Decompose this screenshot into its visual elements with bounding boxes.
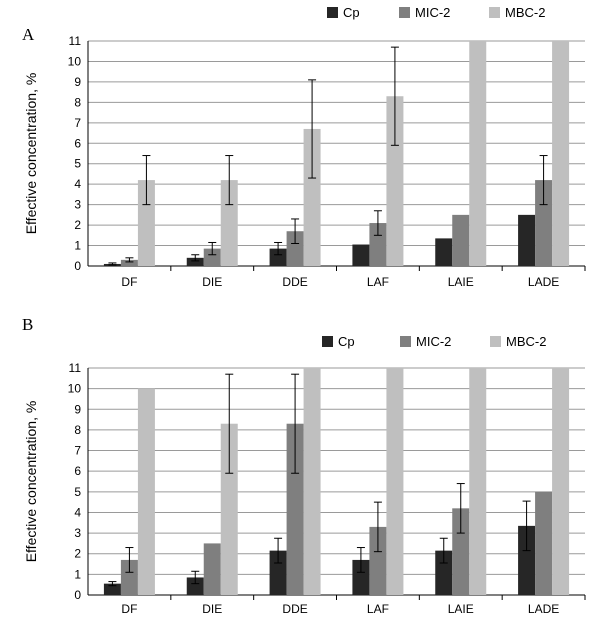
panel-b-bar-mic-2-dde [286,423,304,595]
panel-b-x-tick-label: LAIE [448,602,474,616]
panel-b-bar-mbc-2-laf [386,368,404,595]
panel-a-y-tick-label: 8 [74,95,81,109]
panel-a-x-tick-label: DF [121,275,137,289]
panel-a-legend-label-mbc-2: MBC-2 [505,5,545,20]
panel-b-legend-swatch-cp [322,336,333,347]
panel-a-letter: A [22,25,35,44]
panel-b-bar-mic-2-laf [369,526,387,595]
panel-b-bar-cp-lade [518,525,536,595]
panel-a-y-tick-label: 2 [74,218,81,232]
panel-a-bar-cp-die [186,257,204,266]
panel-a-y-tick-label: 1 [74,239,81,253]
panel-b-y-tick-label: 11 [69,361,82,375]
panel-a-bar-mic-2-df [120,259,138,266]
panel-a-y-tick-label: 7 [74,116,81,130]
panel-b-y-tick-label: 6 [74,464,81,478]
panel-b-y-tick-label: 7 [74,444,81,458]
panel-a-y-tick-label: 9 [74,75,81,89]
panel-b-legend-swatch-mbc-2 [490,336,501,347]
panel-b-bar-mic-2-laie [452,508,470,595]
panel-b-legend-swatch-mic-2 [400,336,411,347]
panel-b-bar-mbc-2-df [137,388,155,595]
panel-b-x-tick-label: DIE [202,602,222,616]
panel-b-bar-cp-df [103,583,121,595]
panel-a-x-tick-label: DIE [202,275,222,289]
panel-b-bar-mbc-2-dde [303,368,321,595]
panel-a-y-tick-label: 0 [74,259,81,273]
panel-b-y-tick-label: 2 [74,547,81,561]
panel-b-y-tick-label: 10 [68,382,82,396]
panel-a-legend-label-mic-2: MIC-2 [415,5,450,20]
panel-a-bar-mbc-2-df [137,180,155,266]
panel-a-legend-swatch-mic-2 [399,7,410,18]
panel-b-bar-cp-laf [352,559,370,595]
panel-a-x-tick-label: LAIE [448,275,474,289]
panel-b-x-tick-label: DF [121,602,137,616]
panel-a-legend-label-cp: Cp [343,5,360,20]
panel-b-bar-mic-2-die [203,543,221,595]
panel-b-bar-mbc-2-lade [552,368,570,595]
panel-a-bar-mic-2-lade [535,180,553,266]
panel-a-bar-mic-2-dde [286,231,304,266]
panel-a-y-tick-label: 3 [74,198,81,212]
panel-a-y-tick-label: 5 [74,157,81,171]
panel-b-bar-mic-2-lade [535,491,553,595]
panel-a-bar-cp-lade [518,214,536,266]
panel-a-bar-mbc-2-laf [386,96,404,267]
panel-b-bar-mbc-2-die [220,423,238,595]
panel-a-bar-mic-2-die [203,248,221,266]
panel-b-y-tick-label: 4 [74,505,81,519]
panel-b-y-tick-label: 1 [74,567,81,581]
panel-b-y-tick-label: 3 [74,526,81,540]
panel-a-bar-mbc-2-dde [303,128,321,266]
panel-b-bar-cp-laie [435,550,453,595]
panel-a-bar-mbc-2-lade [552,41,570,266]
panel-b-y-tick-label: 0 [74,588,81,602]
panel-a-x-tick-label: LAF [367,275,389,289]
panel-a-bar-cp-laf [352,244,370,266]
panel-a-bar-mic-2-laie [452,214,470,266]
panel-a-bar-mbc-2-laie [469,41,487,266]
panel-b-y-tick-label: 5 [74,485,81,499]
panel-a-bar-cp-dde [269,248,287,266]
panel-b-y-tick-label: 9 [74,402,81,416]
panel-b-letter: B [22,315,33,334]
panel-a-bar-cp-laie [435,238,453,266]
panel-a-legend-swatch-mbc-2 [489,7,500,18]
panel-b-bar-cp-dde [269,550,287,595]
panel-a-bar-mbc-2-die [220,180,238,266]
panel-b-x-tick-label: LADE [528,602,559,616]
panel-a-y-tick-label: 10 [68,54,82,68]
panel-b-y-tick-label: 8 [74,423,81,437]
panel-a-y-tick-label: 11 [69,34,82,48]
panel-a-y-axis-label: Effective concentration, % [23,73,39,235]
panel-a-y-tick-label: 4 [74,177,81,191]
panel-b-bar-mbc-2-laie [469,368,487,595]
panel-b-bar-mic-2-df [120,559,138,595]
panel-b-bar-cp-die [186,577,204,595]
panel-b-y-axis-label: Effective concentration, % [23,401,39,563]
panel-a-y-tick-label: 6 [74,136,81,150]
panel-b-x-tick-label: LAF [367,602,389,616]
panel-b-legend-label-mic-2: MIC-2 [416,334,451,349]
panel-b-legend-label-cp: Cp [338,334,355,349]
panel-b-legend-label-mbc-2: MBC-2 [506,334,546,349]
panel-a-legend-swatch-cp [327,7,338,18]
panel-a-x-tick-label: LADE [528,275,559,289]
panel-b-x-tick-label: DDE [282,602,307,616]
panel-a-x-tick-label: DDE [282,275,307,289]
panel-a-bar-mic-2-laf [369,223,387,266]
